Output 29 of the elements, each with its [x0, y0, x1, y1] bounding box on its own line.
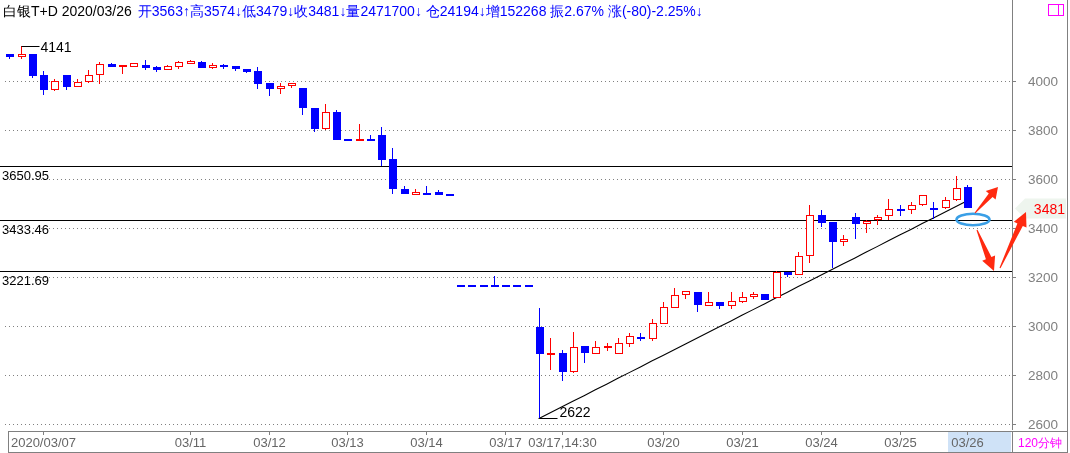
ref-line-label: 3433.46: [2, 221, 49, 237]
x-tick-label: 03/25: [884, 435, 917, 450]
y-tick-label: 2600: [1027, 417, 1059, 432]
annotation: 4141: [40, 38, 72, 55]
x-tick-label: 03/14: [410, 435, 443, 450]
x-tick-label: 03/17,14:30: [528, 435, 597, 450]
x-tick-label: 03/21: [726, 435, 759, 450]
y-tick-label: 4000: [1027, 74, 1059, 89]
y-tick-label: 3800: [1027, 123, 1059, 138]
chart-subtitle: 开3563↑高3574↓低3479↓收3481↓量2471700↓ 仓24194↓增152268 振2.67% 涨(-80)-2.25%↓: [137, 3, 703, 19]
text: 3481: [1033, 200, 1066, 217]
x-tick-label: 2020/03/07: [10, 435, 77, 450]
y-tick-label: 3400: [1027, 221, 1059, 236]
x-tick-label: 03/20: [647, 435, 680, 450]
x-tick-label: 03/24: [805, 435, 838, 450]
annotation: 2622: [559, 403, 591, 420]
y-tick-label: 2800: [1027, 368, 1059, 383]
text: 120分钟: [1017, 436, 1063, 450]
x-tick-label: 03/17: [489, 435, 522, 450]
x-tick-label: 03/26: [951, 435, 984, 450]
chart-title: 白银T+D 2020/03/26: [3, 3, 133, 19]
ref-line-label: 3221.69: [2, 272, 49, 288]
y-tick-label: 3200: [1027, 270, 1059, 285]
ref-line-label: 3650.95: [2, 167, 49, 183]
x-tick-label: 03/12: [253, 435, 286, 450]
y-tick-label: 3600: [1027, 172, 1059, 187]
x-tick-label: 03/11: [174, 435, 207, 450]
y-tick-label: 3000: [1027, 319, 1059, 334]
x-tick-label: 03/13: [331, 435, 364, 450]
